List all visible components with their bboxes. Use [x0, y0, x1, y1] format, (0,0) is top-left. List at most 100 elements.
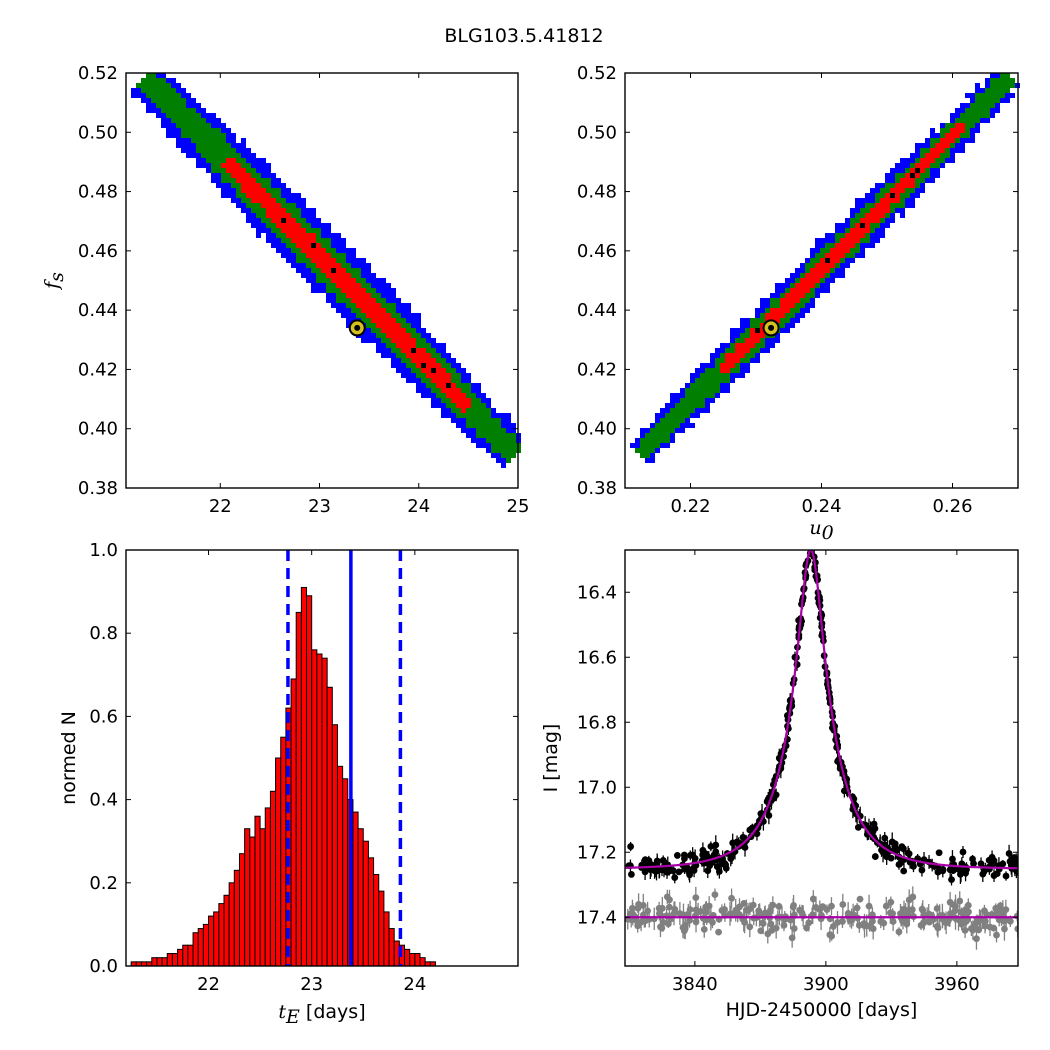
- density-cell-green: [870, 228, 875, 233]
- density-cell-red: [366, 298, 371, 303]
- density-cell-red: [251, 198, 256, 203]
- density-cell-green: [810, 258, 815, 263]
- density-cell-green: [925, 148, 930, 153]
- density-cell-green: [421, 378, 426, 383]
- density-cell-green: [206, 148, 211, 153]
- density-cell-red: [331, 263, 336, 268]
- density-cell-blue: [870, 243, 875, 248]
- density-cell-green: [281, 233, 286, 238]
- density-cell-blue: [665, 408, 670, 413]
- density-cell-green: [166, 88, 171, 93]
- density-cell-blue: [491, 408, 496, 413]
- density-cell-blue: [930, 128, 935, 133]
- point-black: [690, 864, 697, 872]
- panel-tE-histogram: 22 23 240.00.20.40.60.81.0tE [days]normed …: [58, 540, 519, 1028]
- density-cell-green: [141, 78, 146, 83]
- density-cell-green: [206, 143, 211, 148]
- point-gray: [853, 904, 861, 912]
- density-cell-red: [296, 223, 301, 228]
- density-cell-blue: [251, 163, 256, 168]
- density-cell-black: [910, 173, 915, 178]
- density-cell-green: [326, 248, 331, 253]
- histogram-bar: [166, 953, 173, 967]
- density-cell-blue: [241, 148, 246, 153]
- density-cell-blue: [316, 223, 321, 228]
- density-cell-green: [161, 83, 166, 88]
- density-cell-blue: [401, 368, 406, 373]
- point-gray: [700, 925, 708, 933]
- density-cell-green: [695, 393, 700, 398]
- density-cell-green: [491, 423, 496, 428]
- point-gray: [889, 918, 897, 925]
- density-cell-blue: [845, 218, 850, 223]
- density-cell-blue: [845, 263, 850, 268]
- density-cell-blue: [146, 108, 151, 113]
- density-cell-red: [226, 168, 231, 173]
- density-cell-blue: [286, 188, 291, 193]
- density-cell-red: [431, 373, 436, 378]
- density-cell-blue: [810, 298, 815, 303]
- density-cell-green: [910, 188, 915, 193]
- density-cell-blue: [795, 268, 800, 273]
- panel-u0-fs: 0.22 0.24 0.260.380.400.420.440.460.480.50…: [577, 63, 1020, 544]
- density-cell-blue: [486, 443, 491, 448]
- density-cell-red: [725, 368, 730, 373]
- density-cell-red: [366, 293, 371, 298]
- density-cell-blue: [306, 273, 311, 278]
- density-cell-green: [401, 318, 406, 323]
- point-gray: [788, 934, 796, 942]
- density-cell-red: [386, 313, 391, 318]
- density-cell-green: [386, 343, 391, 348]
- density-cell-blue: [216, 178, 221, 183]
- density-cell-red: [261, 203, 266, 208]
- density-cell-red: [271, 198, 276, 203]
- density-cell-blue: [441, 348, 446, 353]
- density-cell-blue: [875, 188, 880, 193]
- density-cell-red: [341, 273, 346, 278]
- density-cell-red: [361, 288, 366, 293]
- density-cell-green: [720, 373, 725, 378]
- density-cell-blue: [820, 238, 825, 243]
- point-black: [808, 550, 810, 551]
- density-cell-blue: [730, 373, 735, 378]
- density-cell-blue: [391, 353, 396, 358]
- density-cell-blue: [371, 333, 376, 338]
- density-cell-red: [306, 243, 311, 248]
- point-gray: [981, 917, 989, 925]
- density-cell-red: [301, 238, 306, 243]
- density-cell-blue: [810, 248, 815, 253]
- density-cell-blue: [670, 403, 675, 408]
- x-tick-label: 3900: [803, 974, 849, 995]
- density-cell-blue: [146, 103, 151, 108]
- density-cell-red: [321, 263, 326, 268]
- density-cell-blue: [421, 333, 426, 338]
- density-cell-green: [401, 358, 406, 363]
- density-cell-blue: [895, 208, 900, 213]
- density-cell-blue: [880, 223, 885, 228]
- density-cell-green: [321, 243, 326, 248]
- density-cell-blue: [291, 263, 296, 268]
- density-cell-green: [875, 193, 880, 198]
- density-cell-green: [281, 238, 286, 243]
- density-cell-blue: [885, 223, 890, 228]
- density-cell-red: [820, 258, 825, 263]
- density-cell-blue: [351, 248, 356, 253]
- density-cell-green: [456, 413, 461, 418]
- density-cell-green: [670, 408, 675, 413]
- density-cell-green: [181, 108, 186, 113]
- density-cell-blue: [301, 263, 306, 268]
- density-cell-blue: [875, 183, 880, 188]
- density-cell-blue: [246, 158, 251, 163]
- density-cell-green: [211, 128, 216, 133]
- density-cell-blue: [281, 188, 286, 193]
- density-cell-blue: [955, 148, 960, 153]
- density-cell-green: [715, 388, 720, 393]
- density-cell-green: [446, 398, 451, 403]
- density-cell-green: [371, 323, 376, 328]
- density-cell-green: [306, 228, 311, 233]
- density-cell-green: [461, 413, 466, 418]
- density-cell-red: [346, 293, 351, 298]
- density-cell-red: [341, 278, 346, 283]
- density-cell-green: [431, 353, 436, 358]
- density-cell-blue: [955, 108, 960, 113]
